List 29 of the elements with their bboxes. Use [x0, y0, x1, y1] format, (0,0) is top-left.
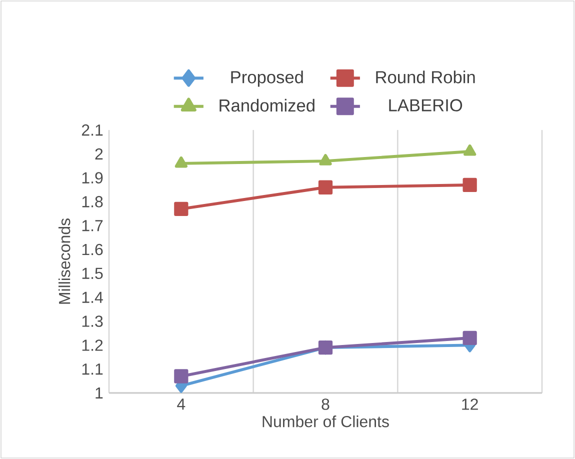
y-axis-title: Milliseconds — [58, 218, 70, 304]
point — [174, 202, 188, 216]
y-tick-label: 2.1 — [82, 124, 103, 136]
legend-label: LABERIO — [389, 99, 462, 112]
x-tick-label: 4 — [177, 398, 186, 410]
legend-label: Round Robin — [376, 70, 475, 84]
y-tick-label: 1.1 — [82, 364, 103, 375]
point — [174, 156, 188, 168]
y-tick-label: 1.9 — [82, 172, 103, 184]
point — [462, 178, 477, 192]
legend-label: Proposed — [231, 70, 303, 87]
point — [462, 330, 477, 346]
x-tick-label: 8 — [322, 398, 330, 410]
x-tick-label: 12 — [462, 398, 478, 410]
x-axis-title: Number of Clients — [262, 416, 389, 428]
point — [319, 154, 332, 166]
y-tick-label: 1.3 — [82, 316, 103, 327]
y-tick-label: 1.7 — [82, 220, 103, 232]
y-tick-label: 1 — [96, 387, 103, 398]
point — [318, 180, 333, 194]
y-tick-label: 2 — [95, 148, 103, 160]
point — [464, 144, 476, 156]
legend-label: Randomized — [220, 98, 314, 112]
y-tick-label: 1.8 — [82, 196, 103, 208]
point — [174, 369, 188, 384]
y-tick-label: 1.5 — [82, 268, 103, 280]
y-tick-label: 1.6 — [82, 244, 103, 256]
y-tick-label: 1.2 — [82, 340, 103, 351]
y-tick-label: 1.4 — [82, 292, 103, 303]
